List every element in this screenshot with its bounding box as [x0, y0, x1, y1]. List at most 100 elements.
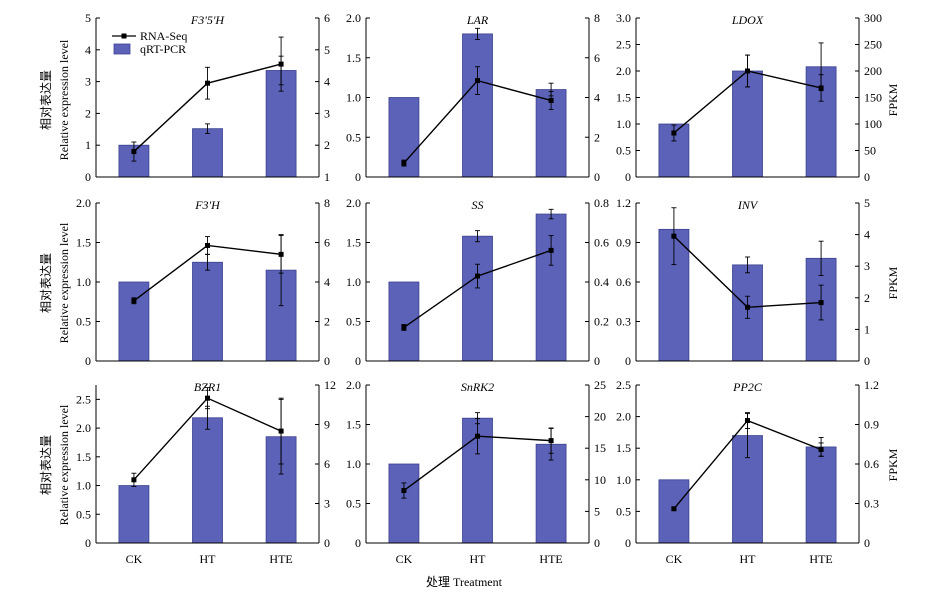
right-tick-label: 5 [324, 43, 330, 57]
panel-title: BZR1 [194, 380, 221, 394]
left-tick-label: 3 [85, 75, 91, 89]
left-tick-label: 2.0 [346, 196, 361, 210]
left-tick-label: 4 [85, 43, 91, 57]
line-point [548, 438, 554, 444]
left-tick-label: 1.0 [616, 473, 631, 487]
right-tick-label: 300 [864, 11, 882, 25]
left-tick-label: 1.0 [616, 117, 631, 131]
line-point [401, 488, 407, 494]
right-tick-label: 0.3 [864, 497, 879, 511]
panel-title: SS [472, 198, 484, 212]
left-ylabel-cn: 相对表达量 [39, 70, 53, 130]
left-tick-label: 0.5 [616, 144, 631, 158]
left-tick-label: 1 [85, 138, 91, 152]
line-point [401, 160, 407, 166]
line-point [278, 251, 284, 257]
left-tick-label: 0.5 [346, 315, 361, 329]
bar [388, 281, 420, 362]
right-tick-label: 2 [324, 315, 330, 329]
line-point [131, 298, 137, 304]
right-tick-label: 0.4 [594, 275, 609, 289]
bar [192, 417, 223, 544]
bar [192, 128, 223, 178]
right-tick-label: 50 [864, 144, 876, 158]
left-tick-label: 1.5 [616, 91, 631, 105]
right-tick-label: 5 [864, 196, 870, 210]
left-tick-label: 0 [625, 536, 631, 550]
right-tick-label: 2 [324, 138, 330, 152]
chart-panel-2: 0 0.5 1.0 1.5 2.0 0 2 4 6 8 LAR [346, 11, 600, 184]
right-tick-label: 0.2 [594, 315, 609, 329]
legend-line-label: RNA-Seq [140, 29, 187, 43]
right-tick-label: 9 [324, 418, 330, 432]
line-point [131, 477, 137, 483]
panel-title: SnRK2 [461, 380, 494, 394]
left-tick-label: 1.5 [346, 418, 361, 432]
right-tick-label: 1.2 [864, 378, 879, 392]
right-tick-label: 0 [324, 536, 330, 550]
right-tick-label: 8 [594, 11, 600, 25]
x-axis-label: 处理 Treatment [426, 575, 503, 589]
left-tick-label: 0.9 [616, 236, 631, 250]
line-point [131, 149, 137, 155]
chart-panel-8: 0 0.5 1.0 1.5 2.0 0 5 10 15 20 25 SnRK2 CK HT HTE [346, 378, 606, 566]
left-tick-label: 1.0 [346, 457, 361, 471]
panel-title: F3'5'H [190, 13, 225, 27]
bar [388, 463, 420, 544]
right-tick-label: 6 [594, 51, 600, 65]
bar [118, 281, 150, 362]
right-tick-label: 0 [594, 354, 600, 368]
right-tick-label: 0.6 [864, 457, 879, 471]
line-point [745, 304, 750, 310]
line-point [548, 97, 554, 103]
bar [462, 235, 493, 362]
line-point [671, 233, 677, 239]
left-tick-label: 1.5 [76, 450, 91, 464]
right-tick-label: 3 [324, 497, 330, 511]
left-tick-label: 0 [85, 536, 91, 550]
left-tick-label: 0.5 [346, 130, 361, 144]
panel-title: INV [737, 198, 759, 212]
right-tick-label: 200 [864, 64, 882, 78]
right-tick-label: 250 [864, 38, 882, 52]
right-tick-label: 0.9 [864, 418, 879, 432]
left-tick-label: 0 [625, 170, 631, 184]
right-tick-label: 4 [324, 75, 330, 89]
left-tick-label: 3.0 [616, 11, 631, 25]
line-point [671, 130, 677, 136]
left-tick-label: 2.0 [346, 378, 361, 392]
row3-left-ylabel: 相对表达量 Relative expression level [39, 404, 71, 525]
left-tick-label: 1.0 [76, 275, 91, 289]
line-point [278, 428, 284, 434]
bar [192, 261, 223, 362]
left-tick-label: 1.0 [346, 91, 361, 105]
right-tick-label: 2 [594, 130, 600, 144]
right-tick-label: 0 [864, 354, 870, 368]
x-tick-label: CK [666, 552, 683, 566]
right-tick-label: 150 [864, 91, 882, 105]
line-point [671, 506, 677, 512]
panel-title: LAR [466, 13, 489, 27]
left-tick-label: 2.0 [76, 421, 91, 435]
line-point [475, 273, 480, 279]
line-point [205, 395, 210, 401]
legend: RNA-Seq qRT-PCR [112, 29, 187, 56]
right-tick-label: 3 [864, 259, 870, 273]
left-tick-label: 1.5 [346, 51, 361, 65]
x-tick-label: HTE [809, 552, 832, 566]
line-point [278, 61, 284, 67]
x-tick-label: HT [470, 552, 487, 566]
left-tick-label: 0.5 [346, 497, 361, 511]
left-tick-label: 0 [85, 354, 91, 368]
right-tick-label: 6 [324, 457, 330, 471]
left-tick-label: 1.5 [616, 441, 631, 455]
right-tick-label: 25 [594, 378, 606, 392]
right-tick-label: 6 [324, 236, 330, 250]
bar [462, 33, 493, 178]
x-tick-label: HT [200, 552, 217, 566]
left-tick-label: 2 [85, 106, 91, 120]
left-ylabel-en: Relative expression level [57, 222, 71, 343]
line-point [818, 447, 824, 453]
left-tick-label: 2.0 [76, 196, 91, 210]
